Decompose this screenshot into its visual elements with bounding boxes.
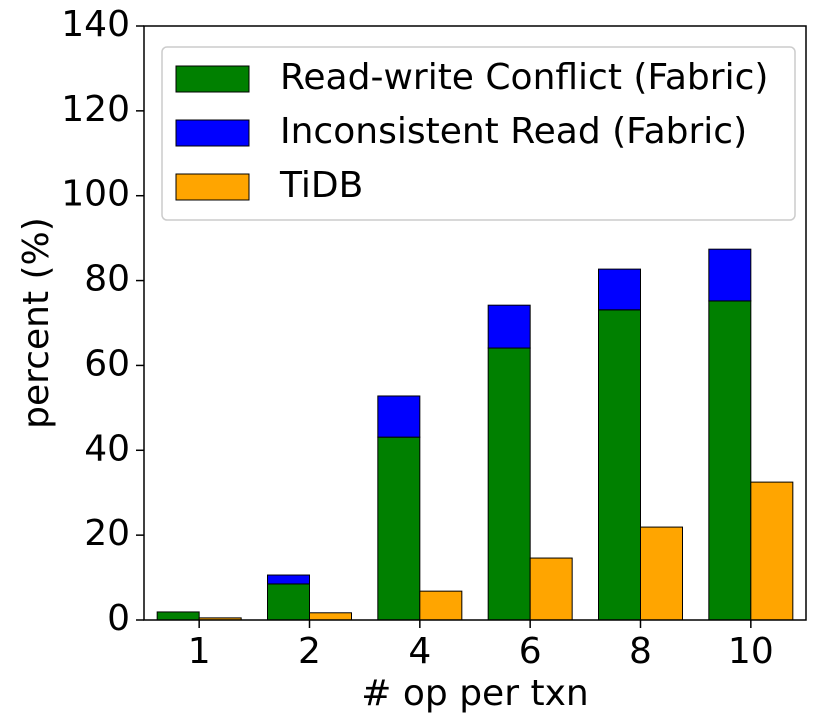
bar [708,300,752,621]
y-tick-label: 60 [84,343,130,384]
bar [598,268,641,311]
x-tick-label: 6 [519,631,542,672]
y-tick-label: 0 [107,598,130,639]
bar [640,526,683,621]
x-tick-label: 4 [408,631,431,672]
bar [529,557,573,621]
legend-swatch [175,65,250,93]
bar [267,574,310,585]
bar [708,248,752,302]
legend-swatch [175,173,250,201]
x-tick-label: 1 [188,631,211,672]
x-tick-label: 10 [728,631,774,672]
legend-swatch [175,119,250,147]
x-axis-label: # op per txn [361,673,588,714]
bar [309,612,352,621]
legend-box [161,46,796,221]
bar [598,309,641,621]
y-tick-label: 20 [84,513,130,554]
bar [156,611,200,621]
legend-label: Inconsistent Read (Fabric) [280,111,747,152]
bar [487,304,531,349]
bar [377,436,421,621]
y-tick-label: 80 [84,259,130,300]
plot-frame [143,25,807,621]
x-tick-label: 2 [298,631,321,672]
y-axis-label: percent (%) [16,217,57,429]
y-tick-label: 100 [61,174,130,215]
x-tick-label: 8 [629,631,652,672]
y-tick-label: 40 [84,428,130,469]
bar [750,481,794,621]
legend-label: TiDB [279,165,363,206]
y-tick-label: 140 [61,4,130,45]
legend-label: Read-write Conflict (Fabric) [280,57,768,98]
y-tick-label: 120 [61,89,130,130]
bar [487,347,531,621]
bar [267,583,310,621]
bar [419,590,463,621]
bar [377,395,421,438]
